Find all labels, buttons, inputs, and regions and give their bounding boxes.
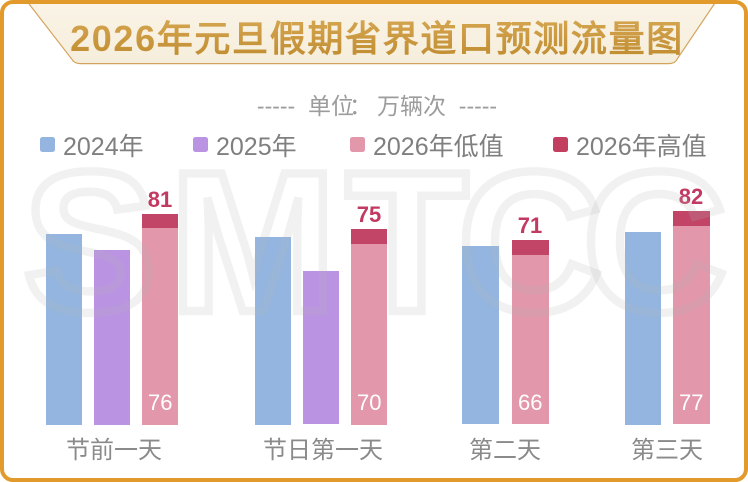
svg-text:S: S <box>23 131 156 354</box>
svg-text:M: M <box>170 131 337 354</box>
svg-text:C: C <box>583 131 727 354</box>
svg-text:T: T <box>346 131 468 354</box>
svg-text:C: C <box>458 131 602 354</box>
